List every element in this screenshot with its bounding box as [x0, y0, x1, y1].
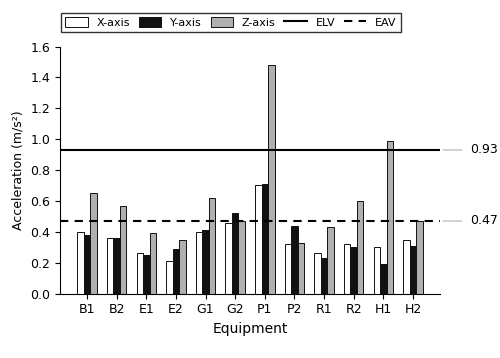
Bar [321, 258, 328, 294]
Bar [179, 240, 186, 294]
Bar [196, 232, 202, 294]
Text: 0.47: 0.47 [470, 214, 498, 227]
Bar [403, 240, 409, 294]
Bar [314, 253, 321, 294]
Bar [84, 235, 90, 294]
Bar [136, 253, 143, 294]
Bar [416, 221, 422, 294]
Bar [374, 247, 380, 294]
Bar [386, 141, 393, 294]
Bar [357, 201, 364, 294]
Bar [226, 223, 232, 294]
Bar [114, 238, 120, 294]
Bar [268, 65, 274, 294]
Bar [410, 246, 416, 294]
Bar [90, 193, 97, 294]
Bar [238, 221, 245, 294]
Bar [255, 185, 262, 294]
Bar [150, 233, 156, 294]
Bar [172, 249, 179, 294]
Bar [78, 232, 84, 294]
Y-axis label: Acceleration (m/s²): Acceleration (m/s²) [12, 110, 24, 230]
X-axis label: Equipment: Equipment [212, 322, 288, 336]
Bar [209, 198, 216, 294]
Bar [350, 247, 357, 294]
Bar [284, 244, 291, 294]
Bar [232, 213, 238, 294]
Bar [202, 230, 209, 294]
Bar [344, 244, 350, 294]
Bar [166, 261, 172, 294]
Bar [120, 205, 126, 294]
Bar [262, 184, 268, 294]
Bar [107, 238, 114, 294]
Bar [291, 226, 298, 294]
Bar [298, 243, 304, 294]
Legend: X-axis, Y-axis, Z-axis, ELV, EAV: X-axis, Y-axis, Z-axis, ELV, EAV [61, 13, 401, 32]
Bar [328, 227, 334, 294]
Text: 0.93: 0.93 [470, 144, 498, 156]
Bar [143, 255, 150, 294]
Bar [380, 264, 386, 294]
